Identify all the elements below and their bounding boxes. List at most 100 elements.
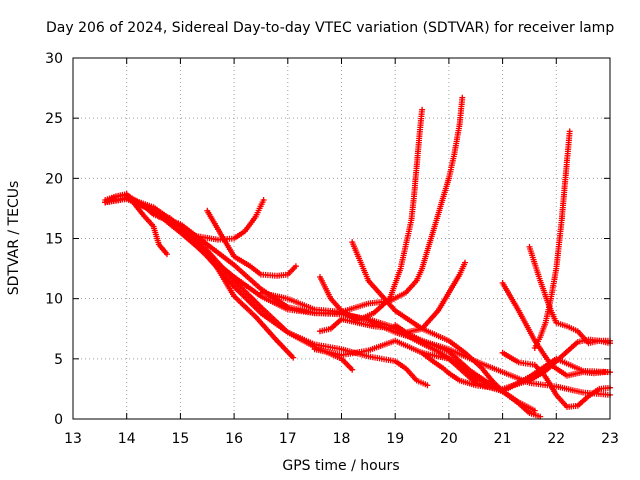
data-point	[555, 393, 558, 397]
data-point	[372, 325, 375, 328]
x-tick-label: 15	[171, 431, 189, 447]
series-line	[179, 229, 428, 387]
series-track-19	[531, 128, 573, 351]
data-point	[501, 281, 504, 285]
data-point	[394, 309, 397, 312]
data-point	[603, 370, 606, 374]
data-point	[262, 198, 265, 202]
x-axis: 13 14 15 16 17 18 19 20 21 22 23	[64, 58, 619, 447]
data-point	[292, 356, 295, 359]
data-point	[222, 237, 225, 240]
data-point	[254, 315, 257, 318]
data-point	[544, 369, 547, 373]
data-point	[313, 343, 316, 346]
data-point	[152, 225, 155, 228]
data-point	[437, 309, 440, 312]
series-layer	[102, 94, 613, 420]
data-point	[243, 230, 246, 233]
data-point	[340, 348, 343, 351]
data-point	[367, 349, 370, 352]
data-point	[565, 159, 569, 162]
y-tick-label: 15	[45, 232, 63, 248]
data-point	[329, 297, 332, 300]
data-point	[533, 363, 536, 367]
series-line	[314, 339, 611, 393]
series-track-17	[499, 349, 613, 410]
data-point	[528, 245, 531, 249]
data-point	[313, 308, 316, 311]
data-point	[420, 351, 424, 354]
data-point	[544, 321, 547, 324]
x-tick-label: 16	[225, 431, 243, 447]
data-point	[157, 215, 161, 218]
x-tick-label: 14	[118, 431, 136, 447]
data-point	[259, 305, 263, 309]
series-track-13	[349, 239, 538, 414]
data-point	[555, 385, 558, 388]
data-point	[367, 279, 370, 282]
data-point	[447, 291, 451, 294]
x-tick-label: 19	[386, 431, 404, 447]
data-point	[426, 249, 429, 252]
data-point	[420, 108, 424, 111]
data-point	[206, 209, 209, 212]
series-markers	[102, 195, 297, 361]
data-point	[259, 311, 263, 315]
data-point	[286, 273, 289, 276]
data-point	[592, 372, 596, 375]
x-tick-label: 23	[601, 431, 619, 447]
data-point	[512, 384, 515, 387]
data-point	[568, 130, 571, 133]
data-point	[576, 340, 579, 344]
data-point	[206, 243, 209, 246]
data-point	[294, 265, 298, 268]
data-point	[598, 339, 601, 342]
data-point	[206, 255, 209, 258]
data-point	[249, 265, 252, 268]
data-point	[463, 351, 467, 354]
data-point	[340, 309, 343, 312]
data-point	[453, 153, 456, 156]
data-point	[517, 309, 520, 312]
data-point	[232, 237, 236, 240]
data-point	[404, 243, 408, 246]
data-point	[141, 213, 144, 216]
data-point	[442, 367, 445, 370]
data-point	[179, 228, 182, 232]
data-point	[259, 295, 263, 298]
data-point	[254, 215, 257, 218]
data-point	[367, 302, 370, 305]
data-point	[313, 348, 316, 351]
data-point	[555, 360, 558, 363]
data-point	[286, 305, 289, 309]
data-point	[447, 177, 451, 180]
data-point	[442, 195, 445, 198]
data-point	[394, 323, 397, 327]
data-point	[479, 366, 483, 369]
data-point	[367, 319, 370, 322]
data-point	[458, 273, 461, 276]
data-point	[165, 252, 169, 256]
data-point	[458, 379, 461, 382]
data-point	[555, 267, 558, 270]
data-point	[544, 375, 547, 379]
data-point	[372, 311, 375, 315]
y-axis: 0 5 10 15 20 25 30	[45, 51, 610, 428]
series-track-14	[419, 336, 613, 392]
data-point	[259, 273, 263, 276]
data-point	[351, 240, 354, 244]
data-point	[394, 339, 397, 342]
data-point	[275, 339, 279, 342]
y-axis-label: SDTVAR / TECUs	[6, 181, 22, 296]
data-point	[431, 231, 434, 234]
data-point	[426, 384, 429, 387]
series-track-5	[102, 195, 297, 361]
data-point	[447, 339, 451, 342]
data-point	[415, 339, 418, 342]
data-point	[415, 279, 418, 282]
x-tick-label: 17	[279, 431, 297, 447]
y-tick-label: 0	[54, 412, 63, 428]
data-point	[286, 331, 289, 334]
data-point	[259, 291, 263, 294]
data-point	[157, 243, 161, 246]
